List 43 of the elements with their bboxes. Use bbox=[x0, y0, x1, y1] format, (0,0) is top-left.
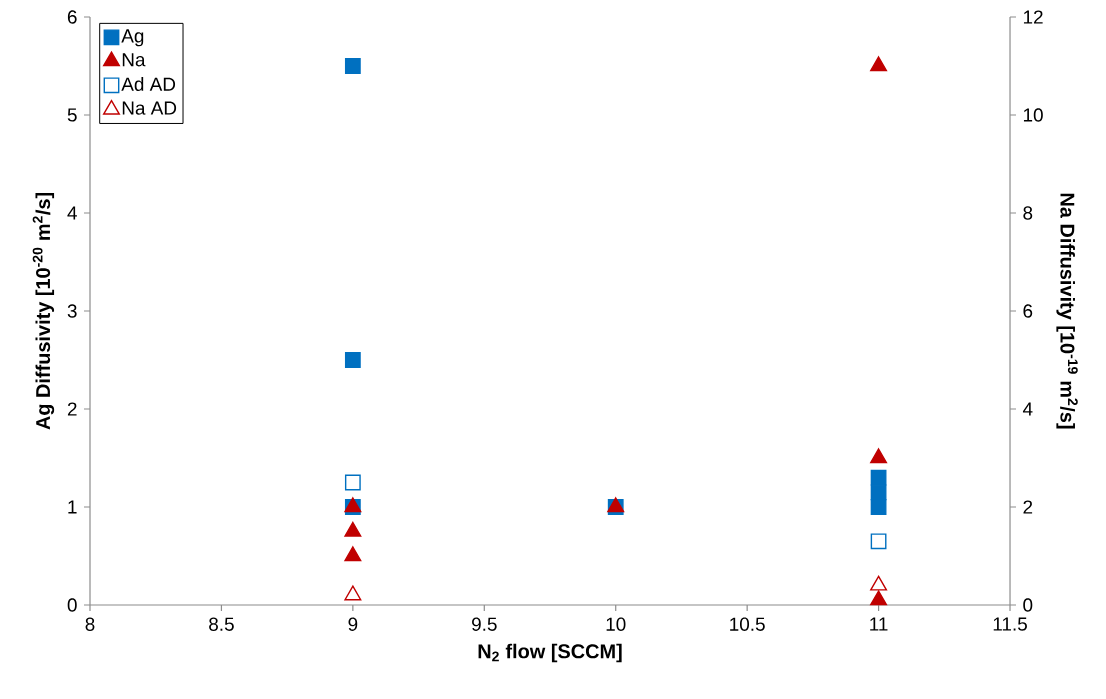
point bbox=[870, 448, 888, 464]
y2-tick-label: 0 bbox=[1023, 598, 1033, 612]
y2-tick-label: 12 bbox=[1023, 10, 1043, 24]
x-tick-label: 8 bbox=[85, 617, 95, 631]
y-tick-label: 1 bbox=[68, 500, 77, 514]
y2-tick-label: 6 bbox=[1023, 304, 1033, 318]
y2-tick-label: 2 bbox=[1023, 500, 1033, 514]
point bbox=[344, 521, 362, 537]
x-tick-label: 9 bbox=[348, 617, 358, 631]
y-tick-label: 4 bbox=[67, 206, 77, 220]
point bbox=[870, 590, 888, 606]
point bbox=[870, 469, 887, 486]
y-tick-label: 6 bbox=[67, 10, 77, 24]
x-tick-label: 10 bbox=[606, 617, 626, 631]
y2-tick-label: 10 bbox=[1023, 108, 1043, 122]
x-tick-label: 9.5 bbox=[472, 617, 497, 631]
x-tick-label: 11.5 bbox=[993, 617, 1027, 631]
legend-label: Ag bbox=[121, 29, 144, 47]
y-tick-label: 2 bbox=[67, 402, 77, 416]
y-tick-label: 0 bbox=[67, 598, 77, 612]
point bbox=[870, 575, 888, 591]
point bbox=[870, 499, 887, 515]
point bbox=[870, 533, 887, 550]
y2-tick-label: 4 bbox=[1022, 402, 1033, 416]
x-tick-label: 10.5 bbox=[730, 617, 765, 631]
x-axis-title: N$_{2}$ flow [SCCM] bbox=[478, 643, 622, 663]
legend-label: Na bbox=[122, 53, 146, 67]
y2-tick-label: 8 bbox=[1023, 206, 1033, 220]
point bbox=[344, 585, 362, 601]
legend-label: Ad AD bbox=[121, 77, 176, 91]
y2-axis-title: Na Diffusivity [10$^{-19}$ m$^{2}$/s] bbox=[1056, 193, 1078, 429]
legend-label: Na AD bbox=[122, 101, 177, 115]
point bbox=[870, 484, 887, 501]
point bbox=[870, 56, 888, 72]
y-tick-label: 5 bbox=[67, 108, 77, 122]
point bbox=[344, 546, 362, 562]
y-axis-title: Ag Diffusivity [10$^{-20}$ m$^{2}$/s] bbox=[32, 193, 55, 430]
point bbox=[344, 352, 361, 368]
x-tick-label: 8.5 bbox=[209, 617, 234, 631]
point bbox=[344, 58, 361, 74]
point bbox=[344, 474, 361, 491]
x-tick-label: 11 bbox=[870, 617, 888, 631]
y-tick-label: 3 bbox=[67, 304, 77, 318]
